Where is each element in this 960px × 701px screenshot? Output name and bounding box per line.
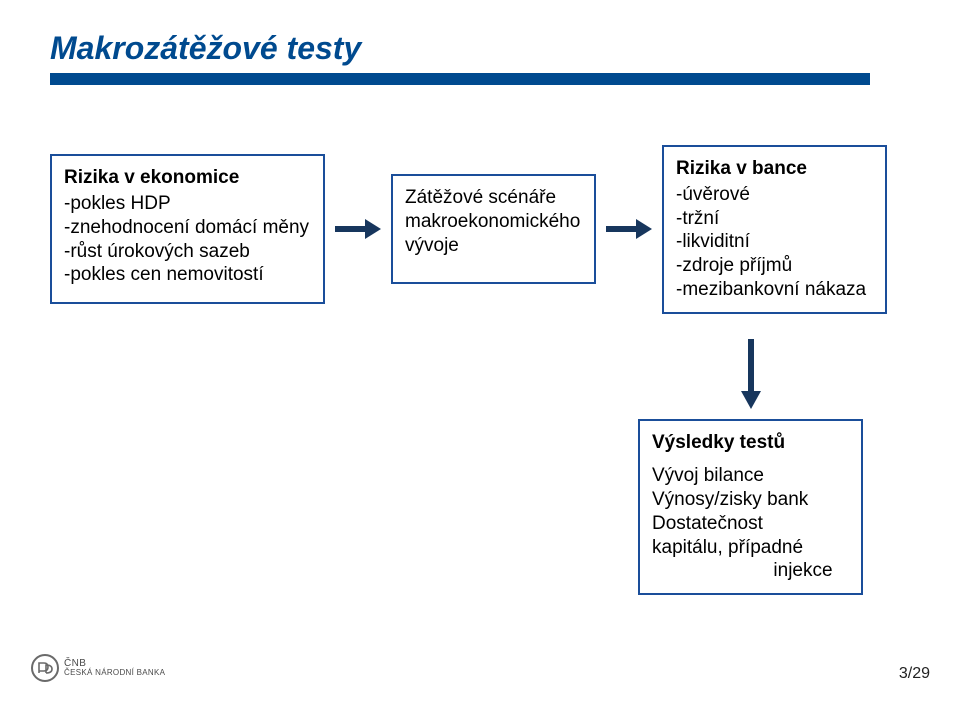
box-line: -tržní <box>676 207 873 231</box>
logo-line-2: ČESKÁ NÁRODNÍ BANKA <box>64 669 165 678</box>
box-economy-risks: Rizika v ekonomice -pokles HDP -znehodno… <box>50 154 325 304</box>
page-number: 3/29 <box>899 665 930 683</box>
cnb-logo: ČNB ČESKÁ NÁRODNÍ BANKA <box>30 653 165 683</box>
box-line: -růst úrokových sazeb <box>64 240 311 264</box>
box-heading: Rizika v ekonomice <box>64 166 311 190</box>
cnb-logo-text: ČNB ČESKÁ NÁRODNÍ BANKA <box>64 659 165 678</box>
box-line: -likviditní <box>676 230 873 254</box>
box-line: vývoje <box>405 234 582 258</box>
box-line: -pokles cen nemovitostí <box>64 263 311 287</box>
box-line: injekce <box>652 559 849 583</box>
box-test-results: Výsledky testů Vývoj bilance Výnosy/zisk… <box>638 419 863 596</box>
flow-row: Rizika v ekonomice -pokles HDP -znehodno… <box>50 145 910 314</box>
box-line: Dostatečnost <box>652 512 849 536</box>
box-line: -pokles HDP <box>64 192 311 216</box>
arrow-right-icon <box>335 214 381 244</box>
box-line: kapitálu, případné <box>652 536 849 560</box>
box-line: Zátěžové scénáře <box>405 186 582 210</box>
slide-page: Makrozátěžové testy Rizika v ekonomice -… <box>0 0 960 701</box>
page-title: Makrozátěžové testy <box>50 30 910 67</box>
box-line: Vývoj bilance <box>652 464 849 488</box>
box-stress-scenarios: Zátěžové scénáře makroekonomického vývoj… <box>391 174 596 284</box>
flow-lower: Výsledky testů Vývoj bilance Výnosy/zisk… <box>50 339 910 596</box>
arrow-right-icon <box>606 214 652 244</box>
box-heading: Výsledky testů <box>652 431 849 455</box>
box-line: -úvěrové <box>676 183 873 207</box>
slide-footer: ČNB ČESKÁ NÁRODNÍ BANKA 3/29 <box>30 653 930 683</box>
title-underline-bar <box>50 73 870 85</box>
box-bank-risks: Rizika v bance -úvěrové -tržní -likvidit… <box>662 145 887 314</box>
box-line: Výnosy/zisky bank <box>652 488 849 512</box>
box-line: -mezibankovní nákaza <box>676 278 873 302</box>
cnb-logo-icon <box>30 653 60 683</box>
box-line: makroekonomického <box>405 210 582 234</box>
box-line: -znehodnocení domácí měny <box>64 216 311 240</box>
arrow-down-icon <box>736 339 766 409</box>
box-line: -zdroje příjmů <box>676 254 873 278</box>
box-heading: Rizika v bance <box>676 157 873 181</box>
